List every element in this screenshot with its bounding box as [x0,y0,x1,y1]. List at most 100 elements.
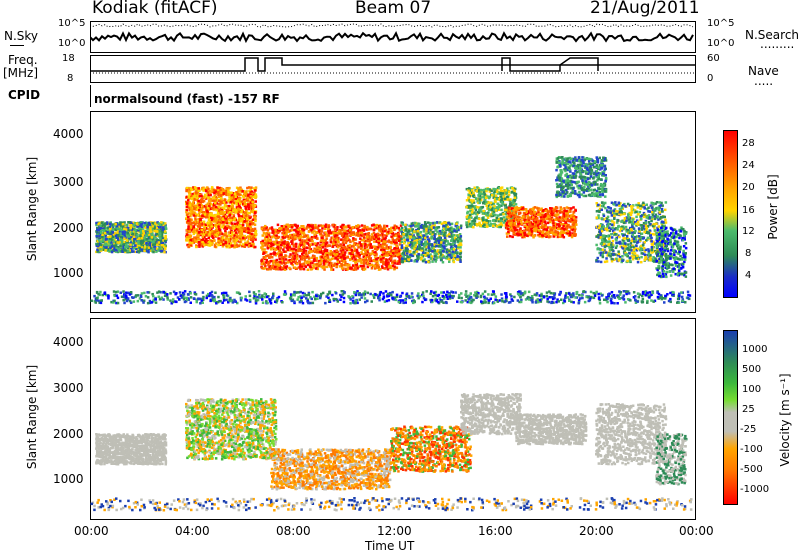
power-cell [97,228,100,232]
power-cell [318,260,321,263]
power-cell [95,223,99,226]
power-cell [396,251,399,254]
power-cell [398,237,401,240]
power-cell [238,240,241,243]
power-cell [425,225,428,228]
power-cell [304,265,307,268]
power-cell [200,228,204,232]
power-cell [383,267,386,270]
power-cell [210,186,214,189]
power-cell [150,249,153,252]
power-cell [343,229,346,233]
power-cell [418,245,422,249]
power-cell [294,250,298,253]
power-cell [102,229,106,233]
power-cell [264,242,268,245]
power-cell [295,242,298,246]
power-cell [156,239,159,243]
power-cell [235,231,238,234]
power-cell [288,246,292,249]
power-cell [337,252,341,256]
power-cell [278,229,281,232]
power-cell [149,246,152,250]
power-cell [444,221,448,224]
power-cell [186,235,189,239]
power-cell [419,230,423,234]
power-cell [96,233,99,236]
power-cell [383,224,386,228]
power-cell [358,253,361,257]
power-cell [129,235,133,238]
power-cell [247,235,250,238]
power-cell [147,221,151,225]
power-cell [264,244,267,247]
power-cell [300,258,304,261]
power-cell [403,238,406,242]
power-cell [294,248,297,252]
power-cell [331,268,335,271]
power-cell [360,252,364,255]
power-cell [303,249,306,253]
power-cell [413,239,416,243]
power-cell [402,257,406,261]
power-cell [249,193,253,197]
power-cell [349,226,352,230]
power-cell [342,256,345,259]
power-cell [230,229,233,233]
power-cell [218,222,221,225]
power-cell [187,199,190,202]
power-cell [347,251,351,255]
power-cell [270,259,273,263]
power-cell [333,252,336,256]
power-cell [311,261,314,265]
power-cell [455,230,458,233]
power-cell [232,214,236,217]
power-cell [164,237,167,240]
power-cell [346,267,350,270]
power-cell [343,257,346,260]
power-cell [420,258,423,261]
power-cell [360,264,363,268]
power-cell [447,242,450,246]
power-cell [221,192,225,195]
power-cell [236,207,240,210]
power-cell [202,195,205,199]
power-cell [404,249,408,252]
power-cell [114,244,117,247]
power-cell [241,217,245,221]
power-cell [372,231,376,235]
power-cell [219,210,223,214]
power-cell [102,248,105,251]
power-cell [294,223,297,227]
power-cell [138,246,142,250]
power-cell [291,236,294,239]
power-cell [145,241,148,245]
power-cell [354,258,357,261]
power-cell [433,235,436,238]
power-cell [198,231,201,234]
power-cell [437,232,441,235]
power-cell [251,203,255,207]
power-cell [214,242,218,245]
power-cell [289,229,292,232]
power-cell [207,221,210,224]
power-cell [332,225,336,228]
power-cell [456,234,459,237]
power-cell [139,234,142,237]
power-cell [203,215,207,218]
power-cell [276,241,279,244]
power-cell [394,249,397,252]
power-cell [357,251,360,255]
power-cell [252,195,255,199]
power-cell [334,234,337,237]
power-cell [275,239,278,242]
power-cell [186,213,189,216]
power-cell [140,244,143,248]
power-cell [193,197,197,201]
power-cell [239,225,242,228]
power-cell [377,236,380,239]
power-cell [123,250,126,254]
power-cell [241,224,245,227]
power-cell [350,232,353,235]
power-cell [235,211,238,214]
